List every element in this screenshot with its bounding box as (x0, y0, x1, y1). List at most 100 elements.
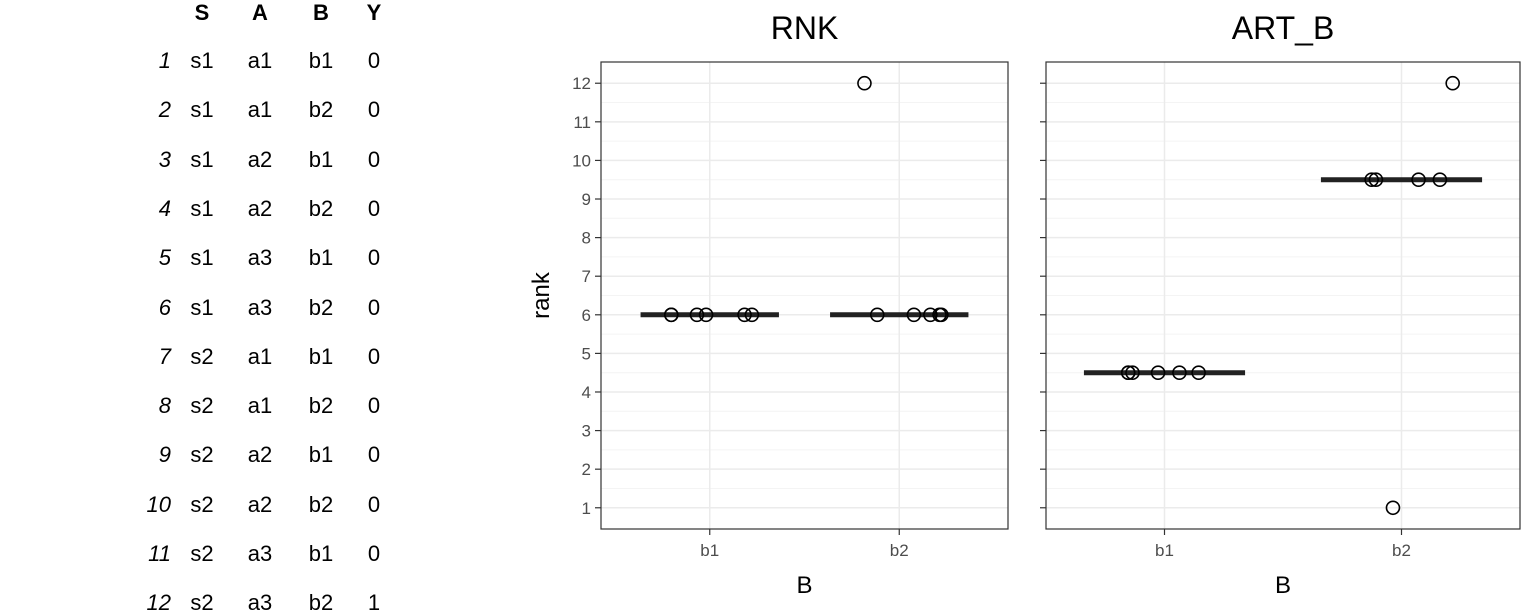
table-cell-y: 0 (367, 393, 381, 419)
table-cell-y: 0 (367, 343, 381, 369)
table-cell-y: 0 (367, 491, 381, 517)
y-tick-label: 8 (582, 229, 591, 248)
table-cell-a: a1 (247, 393, 273, 419)
table-cell-s: s2 (190, 491, 214, 517)
data-point (906, 307, 922, 323)
table-row-index: 7 (158, 343, 171, 369)
table-header-y: Y (366, 0, 382, 25)
table-cell-a: a1 (247, 343, 273, 369)
table-cell-y: 0 (367, 245, 381, 271)
panel-title: ART_B (1232, 10, 1335, 46)
data-point (744, 307, 760, 323)
table-cell-s: s2 (190, 541, 214, 566)
y-tick-label: 4 (582, 383, 591, 402)
table-cell-a: a1 (247, 48, 273, 73)
data-point (923, 307, 938, 323)
y-tick-label: 11 (573, 113, 591, 132)
data-point (1445, 75, 1460, 91)
y-tick-label: 7 (582, 267, 591, 286)
table-row-index: 2 (158, 97, 171, 123)
table-cell-y: 0 (367, 195, 381, 221)
table-cell-a: a2 (247, 195, 273, 221)
table-header-b: B (313, 0, 329, 25)
table-cell-a: a1 (247, 97, 273, 123)
y-tick-label: 12 (572, 74, 591, 93)
table-cell-y: 0 (367, 294, 381, 320)
data-point (934, 307, 949, 323)
table-cell-b: b1 (308, 541, 334, 566)
y-tick-label: 3 (582, 422, 591, 441)
data-point (1411, 172, 1426, 188)
table-cell-y: 0 (367, 48, 381, 73)
panel-border (1045, 61, 1521, 530)
x-tick-label: b1 (700, 541, 719, 560)
table-cell-s: s1 (190, 294, 214, 320)
data-point (1364, 172, 1379, 188)
table-cell-b: b2 (308, 590, 334, 616)
table-row-index: 8 (158, 393, 171, 419)
table-cell-s: s2 (190, 393, 214, 419)
table-row-index: 9 (158, 442, 171, 468)
data-point (1120, 365, 1136, 380)
table-cell-b: b2 (308, 97, 334, 123)
data-point (737, 307, 752, 323)
data-point (1125, 365, 1140, 380)
table-row-index: 1 (158, 48, 171, 73)
table-cell-b: b2 (308, 294, 334, 320)
data-point (1385, 500, 1401, 516)
table-cell-b: b1 (308, 442, 334, 468)
table-cell-b: b2 (308, 195, 334, 221)
table-cell-s: s1 (190, 97, 214, 123)
table-cell-b: b1 (308, 48, 334, 73)
data-point (1432, 172, 1448, 188)
data-point (1368, 172, 1384, 188)
chart-panel-2: b1 b2 ART_B B (1040, 10, 1521, 599)
table-cell-s: s1 (190, 195, 214, 221)
data-point (663, 307, 679, 323)
table-cell-y: 0 (367, 541, 381, 566)
table-cell-s: s2 (190, 442, 214, 468)
table-cell-b: b2 (308, 491, 334, 517)
table-cell-b: b2 (308, 393, 334, 419)
panel-border (600, 61, 1009, 530)
table-cell-a: a2 (247, 491, 273, 517)
table-row-index: 11 (148, 541, 171, 566)
data-point (1172, 365, 1187, 380)
x-axis-label: B (1275, 572, 1291, 599)
table-cell-y: 1 (367, 590, 381, 616)
data-point (857, 75, 872, 91)
table-cell-a: a3 (247, 294, 273, 320)
table-row-index: 5 (158, 245, 171, 271)
table-cell-a: a3 (247, 590, 273, 616)
y-tick-label: 9 (582, 190, 591, 209)
x-axis-label: B (796, 572, 812, 599)
data-point (689, 307, 705, 323)
table-row-index: 4 (158, 195, 171, 221)
table-cell-b: b1 (308, 343, 334, 369)
table-cell-b: b1 (308, 146, 334, 172)
table-cell-a: a2 (247, 442, 273, 468)
y-tick-label: 10 (572, 151, 591, 170)
x-tick-label: b1 (1155, 541, 1174, 560)
table-cell-s: s2 (190, 343, 214, 369)
table-row-index: 12 (146, 590, 171, 616)
table-cell-a: a3 (247, 245, 273, 271)
table-header-a: A (252, 0, 268, 25)
table-cell-y: 0 (367, 442, 381, 468)
data-point (698, 307, 714, 323)
x-tick-label: b2 (890, 541, 909, 560)
x-tick-label: b2 (1392, 541, 1411, 560)
table-cell-a: a3 (247, 541, 273, 566)
table-header-s: S (194, 0, 210, 25)
table-cell-b: b1 (308, 245, 334, 271)
y-tick-label: 5 (582, 344, 591, 363)
y-tick-label: 1 (582, 499, 591, 518)
y-tick-label: 6 (582, 306, 591, 325)
table-row-index: 6 (158, 294, 171, 320)
table-cell-s: s1 (190, 146, 214, 172)
table-cell-a: a2 (247, 146, 273, 172)
table-row-index: 3 (158, 146, 171, 172)
table-cell-s: s1 (190, 48, 214, 73)
